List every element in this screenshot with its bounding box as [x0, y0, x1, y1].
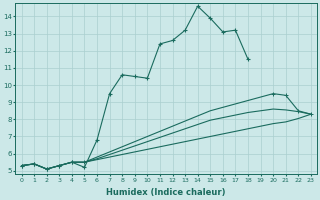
- X-axis label: Humidex (Indice chaleur): Humidex (Indice chaleur): [107, 188, 226, 197]
